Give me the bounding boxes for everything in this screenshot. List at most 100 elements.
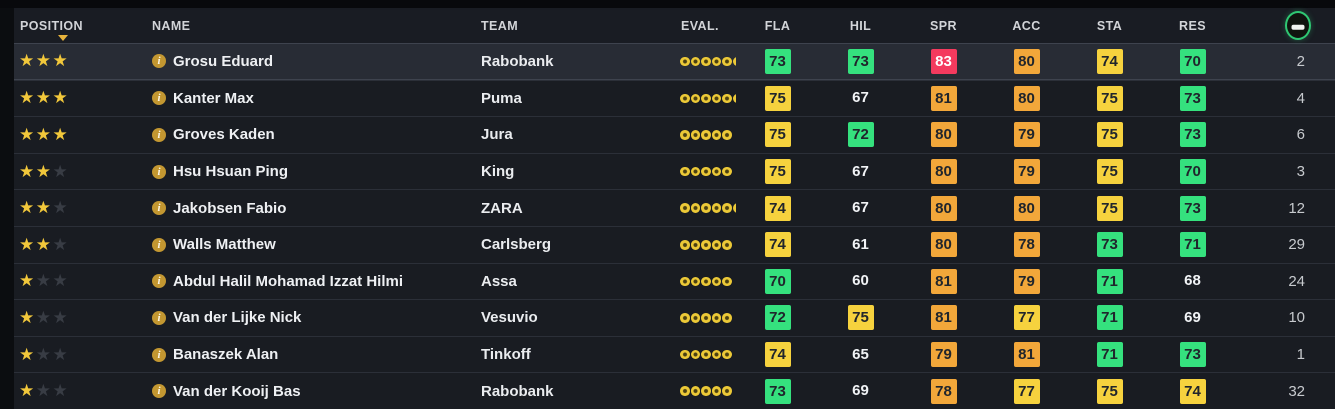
- table-row[interactable]: ★★★ i Walls Matthew Carlsberg 74 61 80 78 73…: [14, 225, 1335, 263]
- team-name: Rabobank: [481, 52, 554, 70]
- column-header-acc[interactable]: ACC: [1012, 18, 1041, 33]
- column-header-fla[interactable]: FLA: [764, 18, 791, 33]
- race-bib-icon: [1285, 11, 1311, 40]
- stat-badge: 74: [764, 342, 791, 368]
- eval-dot-icon: [711, 240, 721, 250]
- stat-spr: 81: [902, 305, 985, 331]
- info-icon[interactable]: i: [152, 310, 166, 325]
- info-icon[interactable]: i: [152, 347, 166, 362]
- column-header-eval[interactable]: EVAL.: [681, 18, 719, 33]
- stat-badge: 75: [764, 159, 791, 185]
- table-row[interactable]: ★★★ i Hsu Hsuan Ping King 75 67 80 79 75 70 3: [14, 152, 1335, 190]
- column-header-hil[interactable]: HIL: [849, 18, 872, 33]
- rider-name: Grosu Eduard: [173, 52, 274, 70]
- info-icon[interactable]: i: [152, 201, 166, 216]
- eval-dot-icon: [711, 166, 721, 177]
- eval-tiny-dot-icon: [735, 279, 736, 283]
- star-filled-icon: ★: [19, 124, 36, 144]
- stat-spr: 80: [902, 195, 985, 221]
- evaluation-dots: [666, 56, 736, 67]
- info-icon[interactable]: i: [152, 54, 166, 69]
- info-icon[interactable]: i: [152, 237, 166, 252]
- stat-spr: 79: [902, 342, 985, 368]
- stat-acc: 77: [985, 305, 1068, 331]
- stat-value: 69: [1184, 308, 1201, 326]
- stat-badge: 74: [764, 195, 791, 221]
- eval-dot-icon: [722, 240, 732, 250]
- stat-fla: 75: [736, 85, 819, 111]
- position-stars: ★★★: [14, 345, 150, 365]
- eval-tiny-dot-icon: [735, 243, 736, 247]
- star-filled-icon: ★: [35, 198, 53, 218]
- stat-value: 67: [852, 199, 869, 217]
- stat-badge: 73: [1179, 342, 1206, 368]
- stat-fla: 74: [736, 232, 819, 258]
- table-row[interactable]: ★★★ i Groves Kaden Jura 75 72 80 79 75 73 6: [14, 116, 1335, 153]
- sort-desc-icon: [58, 35, 68, 41]
- race-number: 24: [1288, 272, 1305, 290]
- stat-spr: 81: [902, 268, 985, 294]
- rider-name: Groves Kaden: [173, 126, 275, 144]
- stat-badge: 71: [1096, 268, 1123, 294]
- table-row[interactable]: ★★★ i Jakobsen Fabio ZARA 74 67 80 80 75 73 12: [14, 189, 1335, 226]
- stat-badge: 75: [1096, 122, 1123, 148]
- eval-dot-icon: [701, 386, 711, 396]
- column-header-res[interactable]: RES: [1179, 18, 1206, 33]
- stat-value: 60: [852, 272, 869, 290]
- rider-name: Kanter Max: [173, 89, 254, 107]
- stat-sta: 75: [1068, 159, 1151, 185]
- stat-spr: 81: [902, 85, 985, 111]
- stat-badge: 80: [1013, 48, 1040, 74]
- stat-badge: 73: [1179, 122, 1206, 148]
- stat-res: 73: [1151, 85, 1234, 111]
- evaluation-dots: [666, 386, 736, 396]
- stat-res: 73: [1151, 195, 1234, 221]
- rider-name: Abdul Halil Mohamad Izzat Hilmi: [173, 272, 404, 290]
- table-row[interactable]: ★★★ i Grosu Eduard Rabobank 73 73 83 80 74 70…: [14, 43, 1335, 80]
- eval-dot-icon: [701, 56, 711, 67]
- column-header-name[interactable]: NAME: [152, 18, 191, 33]
- table-row[interactable]: ★★★ i Van der Kooij Bas Rabobank 73 69 78 7…: [14, 372, 1335, 409]
- table-row[interactable]: ★★★ i Banaszek Alan Tinkoff 74 65 79 81 71 73…: [14, 335, 1335, 373]
- column-header-position[interactable]: POSITION: [14, 8, 150, 43]
- stat-sta: 75: [1068, 195, 1151, 221]
- stat-res: 71: [1151, 232, 1234, 258]
- stat-badge: 73: [764, 48, 791, 74]
- eval-dot-icon: [680, 386, 690, 396]
- eval-tiny-dot-icon: [735, 133, 736, 137]
- table-row[interactable]: ★★★ i Abdul Halil Mohamad Izzat Hilmi As…: [14, 262, 1335, 300]
- rider-name: Van der Lijke Nick: [173, 309, 302, 327]
- star-filled-icon: ★: [52, 88, 70, 108]
- eval-dot-icon: [711, 130, 721, 140]
- stat-badge: 71: [1096, 342, 1123, 368]
- info-icon[interactable]: i: [152, 91, 166, 106]
- eval-dot-icon: [701, 240, 711, 250]
- info-icon[interactable]: i: [152, 274, 166, 289]
- stat-value: 61: [852, 235, 869, 253]
- evaluation-dots: [666, 130, 736, 140]
- column-header-spr[interactable]: SPR: [930, 18, 957, 33]
- stat-value: 69: [852, 382, 869, 400]
- column-header-race-number[interactable]: [1234, 11, 1335, 40]
- eval-dot-icon: [690, 313, 700, 323]
- evaluation-dots: [666, 93, 736, 104]
- info-icon[interactable]: i: [152, 127, 166, 142]
- eval-dot-icon: [722, 203, 732, 213]
- stat-hil: 67: [819, 89, 902, 107]
- position-stars: ★★★: [14, 51, 150, 71]
- column-header-sta[interactable]: STA: [1096, 18, 1123, 33]
- table-body: ★★★ i Grosu Eduard Rabobank 73 73 83 80 74 70…: [14, 43, 1335, 409]
- eval-dot-icon: [701, 349, 711, 360]
- stat-hil: 72: [819, 122, 902, 148]
- table-row[interactable]: ★★★ i Van der Lijke Nick Vesuvio 72 75 81 7…: [14, 299, 1335, 336]
- info-icon[interactable]: i: [152, 384, 166, 399]
- stat-badge: 79: [1013, 268, 1040, 294]
- column-header-team[interactable]: TEAM: [481, 18, 519, 33]
- table-row[interactable]: ★★★ i Kanter Max Puma 75 67 81 80 75 73 4: [14, 79, 1335, 117]
- info-icon[interactable]: i: [152, 164, 166, 179]
- stat-hil: 73: [819, 48, 902, 74]
- team-name: Puma: [481, 89, 522, 107]
- stat-badge: 77: [1013, 305, 1040, 331]
- race-number: 4: [1296, 89, 1305, 107]
